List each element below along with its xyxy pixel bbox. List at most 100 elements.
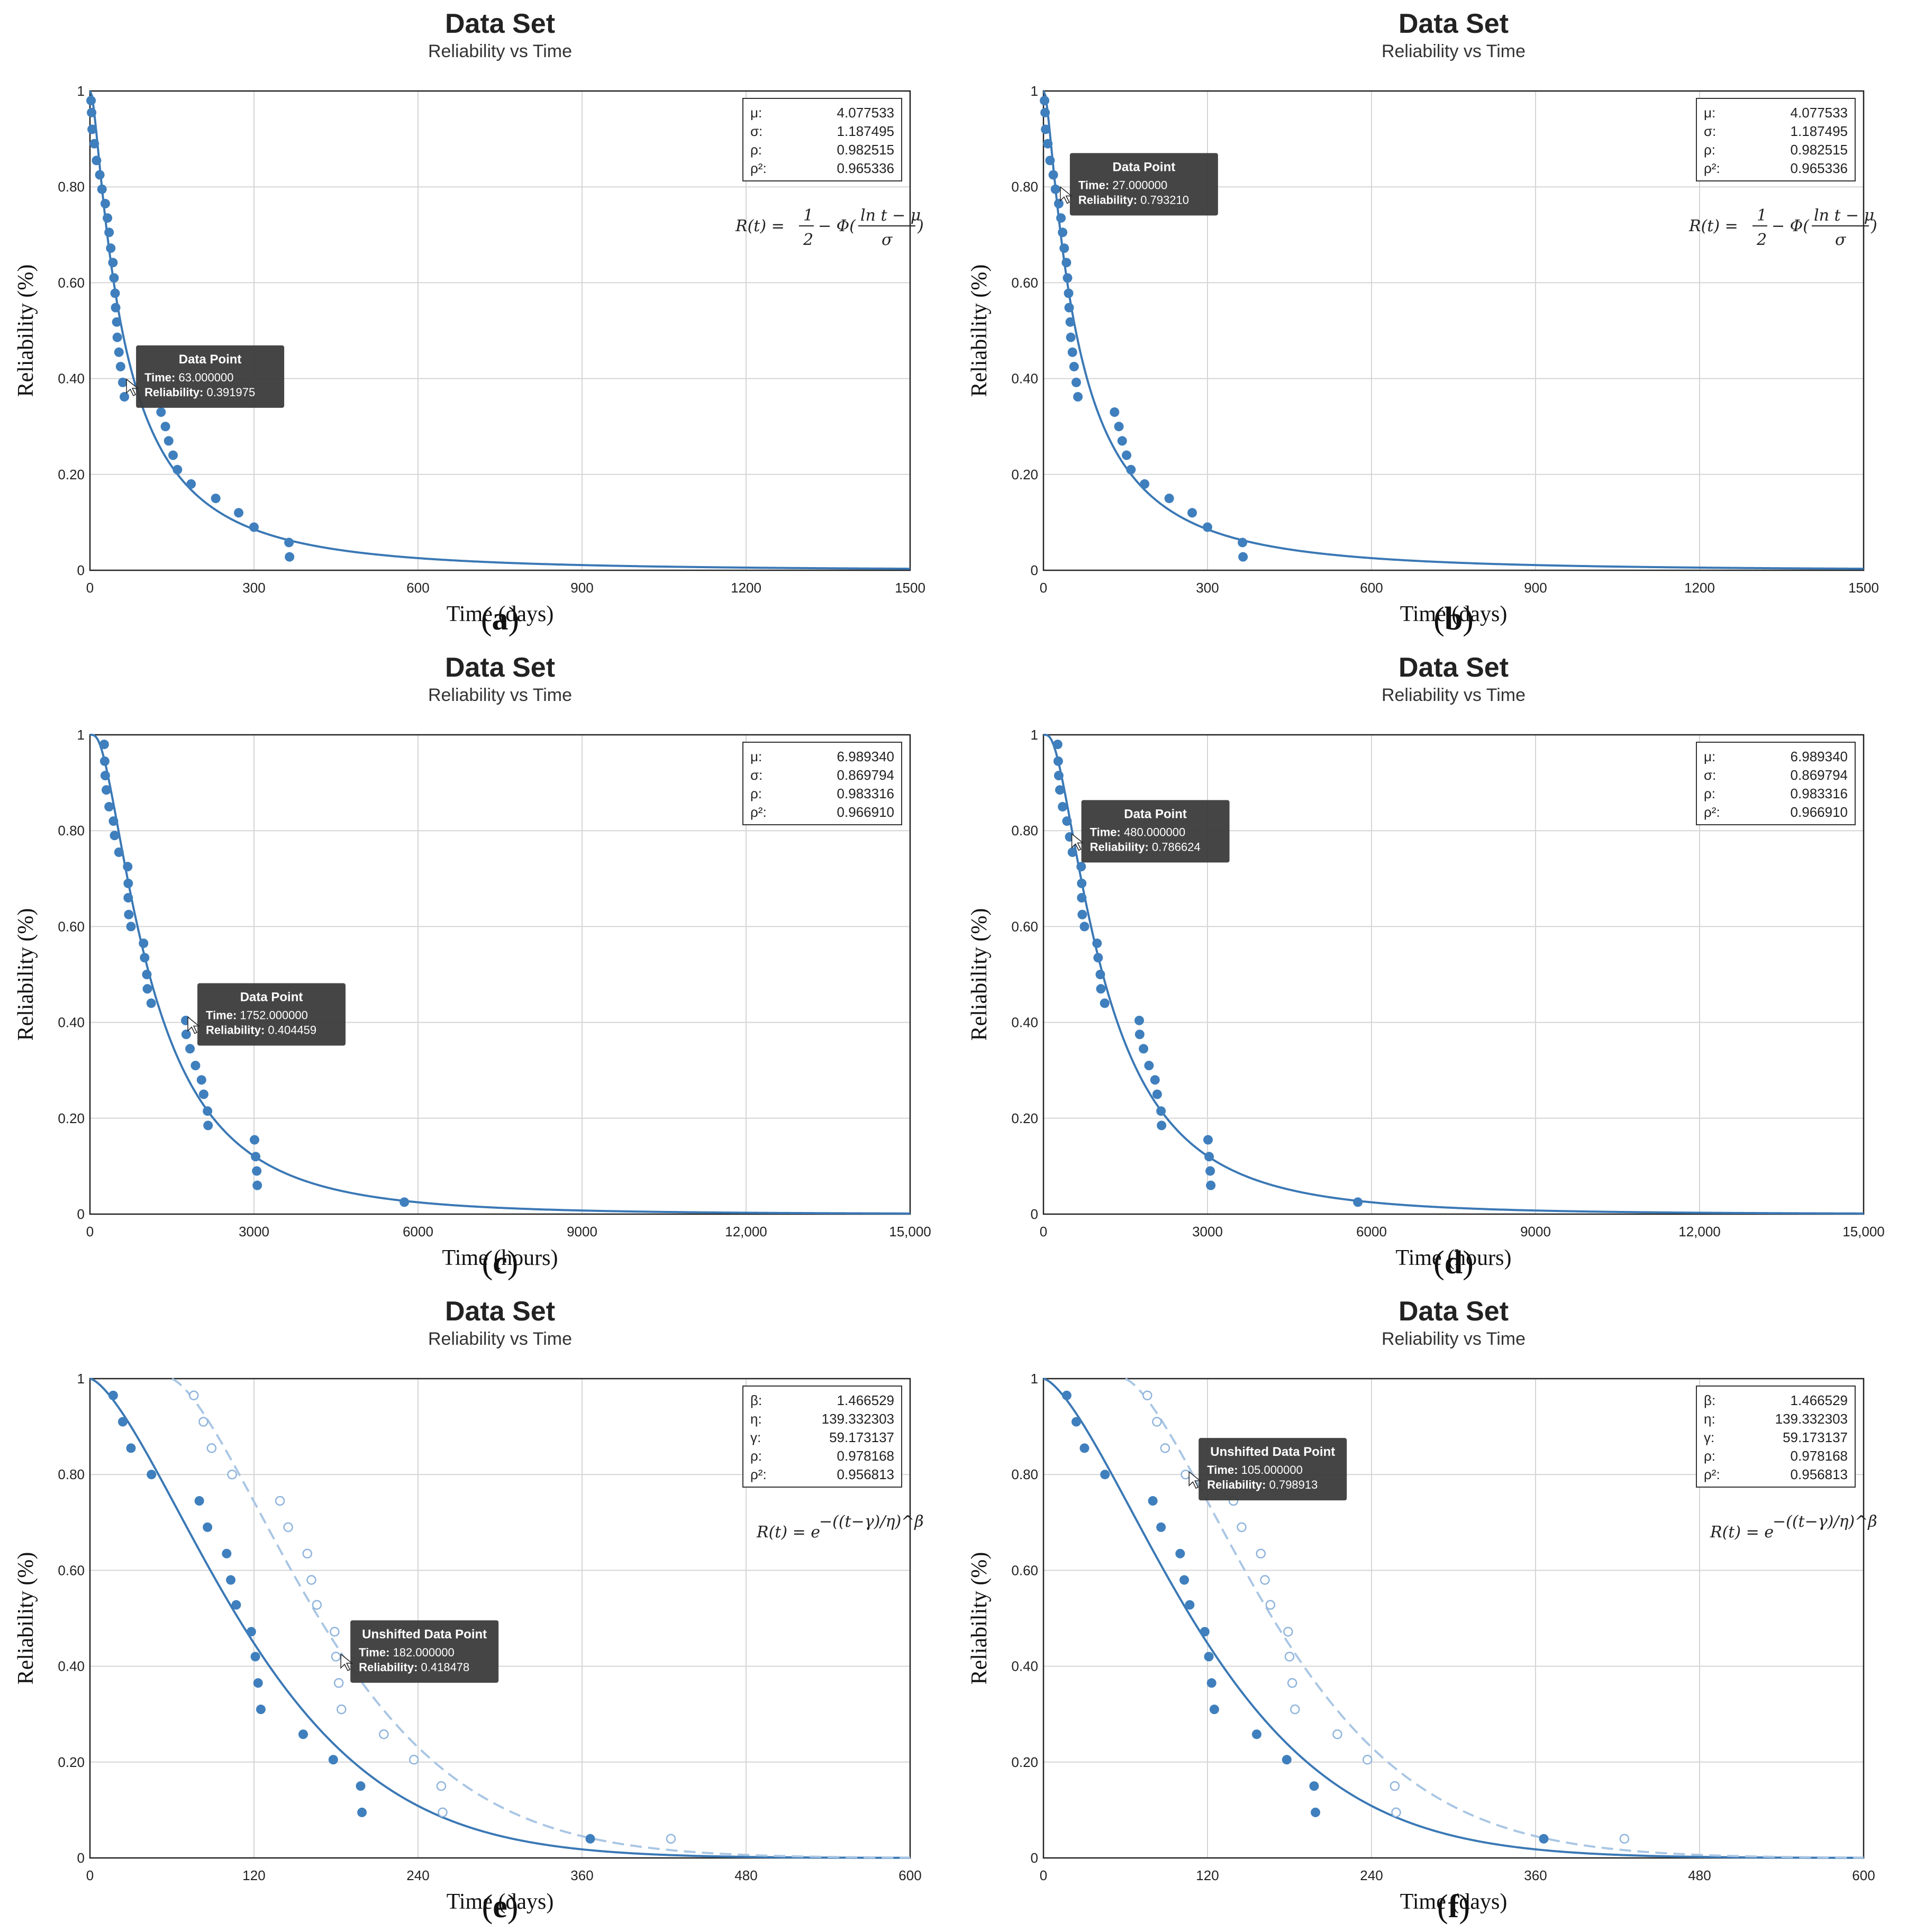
data-point[interactable]	[147, 1470, 157, 1480]
hollow-data-point[interactable]	[227, 1469, 237, 1480]
hollow-data-point[interactable]	[438, 1807, 448, 1818]
data-point[interactable]	[92, 156, 102, 166]
data-point[interactable]	[253, 1678, 263, 1688]
hollow-data-point[interactable]	[1237, 1522, 1247, 1533]
data-point[interactable]	[106, 243, 116, 253]
data-point[interactable]	[95, 170, 105, 180]
data-point[interactable]	[89, 139, 99, 149]
data-point[interactable]	[1100, 998, 1110, 1008]
data-point[interactable]	[1071, 1417, 1081, 1427]
data-point[interactable]	[1067, 847, 1077, 857]
data-point[interactable]	[109, 273, 119, 283]
data-point[interactable]	[126, 922, 136, 932]
data-point[interactable]	[1050, 184, 1060, 194]
data-point[interactable]	[124, 909, 134, 919]
data-point[interactable]	[118, 1417, 128, 1427]
data-point[interactable]	[284, 537, 294, 548]
data-point[interactable]	[1071, 377, 1081, 387]
data-point[interactable]	[1206, 1678, 1216, 1688]
hollow-data-point[interactable]	[312, 1600, 322, 1610]
data-point[interactable]	[252, 1166, 262, 1176]
data-point[interactable]	[211, 494, 221, 504]
hollow-data-point[interactable]	[1363, 1755, 1373, 1765]
data-point[interactable]	[1052, 740, 1063, 750]
data-point[interactable]	[1157, 1120, 1167, 1131]
data-point[interactable]	[251, 1152, 261, 1162]
data-point[interactable]	[203, 1106, 213, 1116]
data-point[interactable]	[139, 938, 149, 949]
data-point[interactable]	[111, 303, 121, 313]
data-point[interactable]	[1062, 816, 1072, 826]
data-point[interactable]	[114, 847, 124, 857]
data-point[interactable]	[1058, 801, 1068, 812]
data-point[interactable]	[357, 1807, 367, 1817]
hollow-data-point[interactable]	[379, 1729, 389, 1739]
data-point[interactable]	[86, 96, 96, 106]
data-point[interactable]	[181, 1029, 191, 1040]
data-point[interactable]	[142, 984, 152, 994]
data-point[interactable]	[1065, 317, 1075, 327]
data-point[interactable]	[1205, 1166, 1215, 1176]
data-point[interactable]	[104, 801, 114, 812]
data-point[interactable]	[1134, 1029, 1145, 1040]
data-point[interactable]	[250, 1652, 260, 1662]
data-point[interactable]	[328, 1755, 338, 1765]
data-point[interactable]	[1059, 243, 1069, 253]
hollow-data-point[interactable]	[275, 1496, 285, 1506]
data-point[interactable]	[126, 1443, 136, 1453]
data-point[interactable]	[1204, 1652, 1214, 1662]
hollow-data-point[interactable]	[1283, 1627, 1293, 1637]
hollow-data-point[interactable]	[1160, 1443, 1170, 1453]
hollow-data-point[interactable]	[306, 1575, 316, 1585]
data-point[interactable]	[1164, 494, 1174, 504]
hollow-data-point[interactable]	[283, 1522, 293, 1533]
hollow-data-point[interactable]	[1390, 1781, 1400, 1791]
data-point[interactable]	[97, 184, 107, 194]
data-point[interactable]	[1077, 878, 1087, 888]
data-point[interactable]	[104, 227, 114, 238]
hollow-data-point[interactable]	[1391, 1807, 1401, 1818]
hollow-data-point[interactable]	[337, 1704, 347, 1715]
data-point[interactable]	[399, 1197, 410, 1207]
data-point[interactable]	[1144, 1061, 1154, 1071]
data-point[interactable]	[1064, 303, 1074, 313]
data-point[interactable]	[112, 332, 122, 342]
data-point[interactable]	[1282, 1755, 1292, 1765]
data-point[interactable]	[1206, 1180, 1216, 1190]
data-point[interactable]	[110, 831, 120, 841]
data-point[interactable]	[1058, 227, 1068, 238]
data-point[interactable]	[168, 450, 178, 460]
data-point[interactable]	[1067, 347, 1077, 357]
data-point[interactable]	[115, 361, 125, 371]
data-point[interactable]	[112, 317, 122, 327]
data-point[interactable]	[585, 1834, 595, 1844]
data-point[interactable]	[172, 464, 183, 475]
data-point[interactable]	[1054, 198, 1064, 208]
hollow-data-point[interactable]	[302, 1548, 312, 1559]
data-point[interactable]	[1077, 909, 1087, 919]
data-point[interactable]	[1139, 1044, 1149, 1054]
data-point[interactable]	[1055, 785, 1065, 795]
data-point[interactable]	[123, 878, 133, 888]
data-point[interactable]	[1095, 970, 1105, 979]
data-point[interactable]	[1096, 984, 1106, 994]
data-point[interactable]	[1238, 537, 1248, 548]
data-point[interactable]	[1079, 1443, 1089, 1453]
data-point[interactable]	[108, 258, 118, 268]
data-point[interactable]	[123, 893, 133, 903]
data-point[interactable]	[1238, 552, 1248, 562]
data-point[interactable]	[120, 392, 130, 402]
data-point[interactable]	[108, 816, 119, 826]
data-point[interactable]	[1069, 361, 1079, 371]
data-point[interactable]	[1117, 436, 1127, 446]
hollow-data-point[interactable]	[436, 1781, 447, 1791]
data-point[interactable]	[156, 407, 166, 417]
data-point[interactable]	[252, 1180, 262, 1190]
data-point[interactable]	[298, 1729, 308, 1739]
hollow-data-point[interactable]	[1265, 1600, 1276, 1610]
hollow-data-point[interactable]	[1284, 1652, 1295, 1662]
data-point[interactable]	[1204, 1152, 1214, 1162]
data-point[interactable]	[1152, 1089, 1162, 1099]
data-point[interactable]	[1066, 332, 1076, 342]
data-point[interactable]	[1092, 938, 1102, 949]
